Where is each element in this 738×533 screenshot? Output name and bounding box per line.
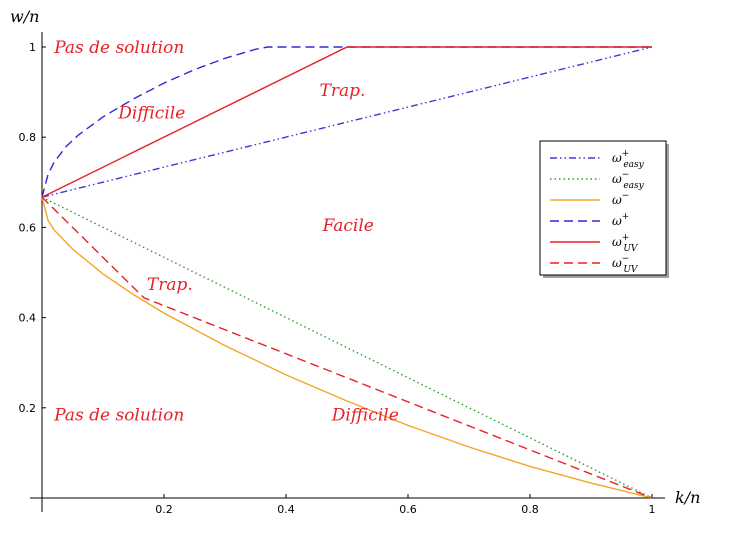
x-tick-label: 1 bbox=[649, 503, 656, 516]
x-tick-label: 0.2 bbox=[155, 503, 173, 516]
series-line-5 bbox=[41, 196, 653, 499]
series-line-0 bbox=[41, 46, 653, 198]
annotation-layer: Pas de solution Difficile Trap. Facile Trap.… bbox=[53, 38, 399, 426]
series-line-4 bbox=[41, 46, 652, 198]
y-tick-label: 0.2 bbox=[19, 402, 37, 415]
legend-entry: ω+ bbox=[612, 212, 629, 228]
y-tick-label: 1 bbox=[29, 41, 36, 54]
region-label: Trap. bbox=[147, 275, 193, 295]
region-label: Facile bbox=[322, 216, 374, 236]
series-line-2 bbox=[41, 197, 653, 499]
x-tick-label: 0.4 bbox=[277, 503, 295, 516]
series-line-3 bbox=[41, 46, 652, 198]
x-tick-label: 0.8 bbox=[521, 503, 539, 516]
series-line-1 bbox=[41, 196, 653, 499]
axes: 0.2 0.4 0.6 0.8 1 0.2 0.4 0.6 0.8 1 k/n w/n bbox=[10, 7, 700, 516]
region-label: Pas de solution bbox=[53, 38, 184, 58]
y-tick-label: 0.6 bbox=[19, 221, 37, 234]
legend-entry: ω− bbox=[612, 191, 629, 207]
legend-entry: ω+ easy bbox=[612, 149, 645, 170]
region-label: Difficile bbox=[117, 103, 185, 123]
y-axis-label: w/n bbox=[10, 7, 39, 26]
series-layer bbox=[41, 46, 653, 499]
x-axis-label: k/n bbox=[675, 488, 700, 507]
region-label: Trap. bbox=[320, 81, 366, 101]
legend-box bbox=[539, 140, 667, 276]
legend-entry: ω− UV bbox=[612, 254, 639, 275]
x-tick-label: 0.6 bbox=[399, 503, 417, 516]
y-tick-label: 0.8 bbox=[19, 131, 37, 144]
region-label: Pas de solution bbox=[53, 406, 184, 426]
legend-entry: ω− easy bbox=[612, 170, 645, 191]
y-tick-label: 0.4 bbox=[19, 312, 37, 325]
legend-entry: ω+ UV bbox=[612, 233, 639, 254]
region-label: Difficile bbox=[331, 406, 399, 426]
